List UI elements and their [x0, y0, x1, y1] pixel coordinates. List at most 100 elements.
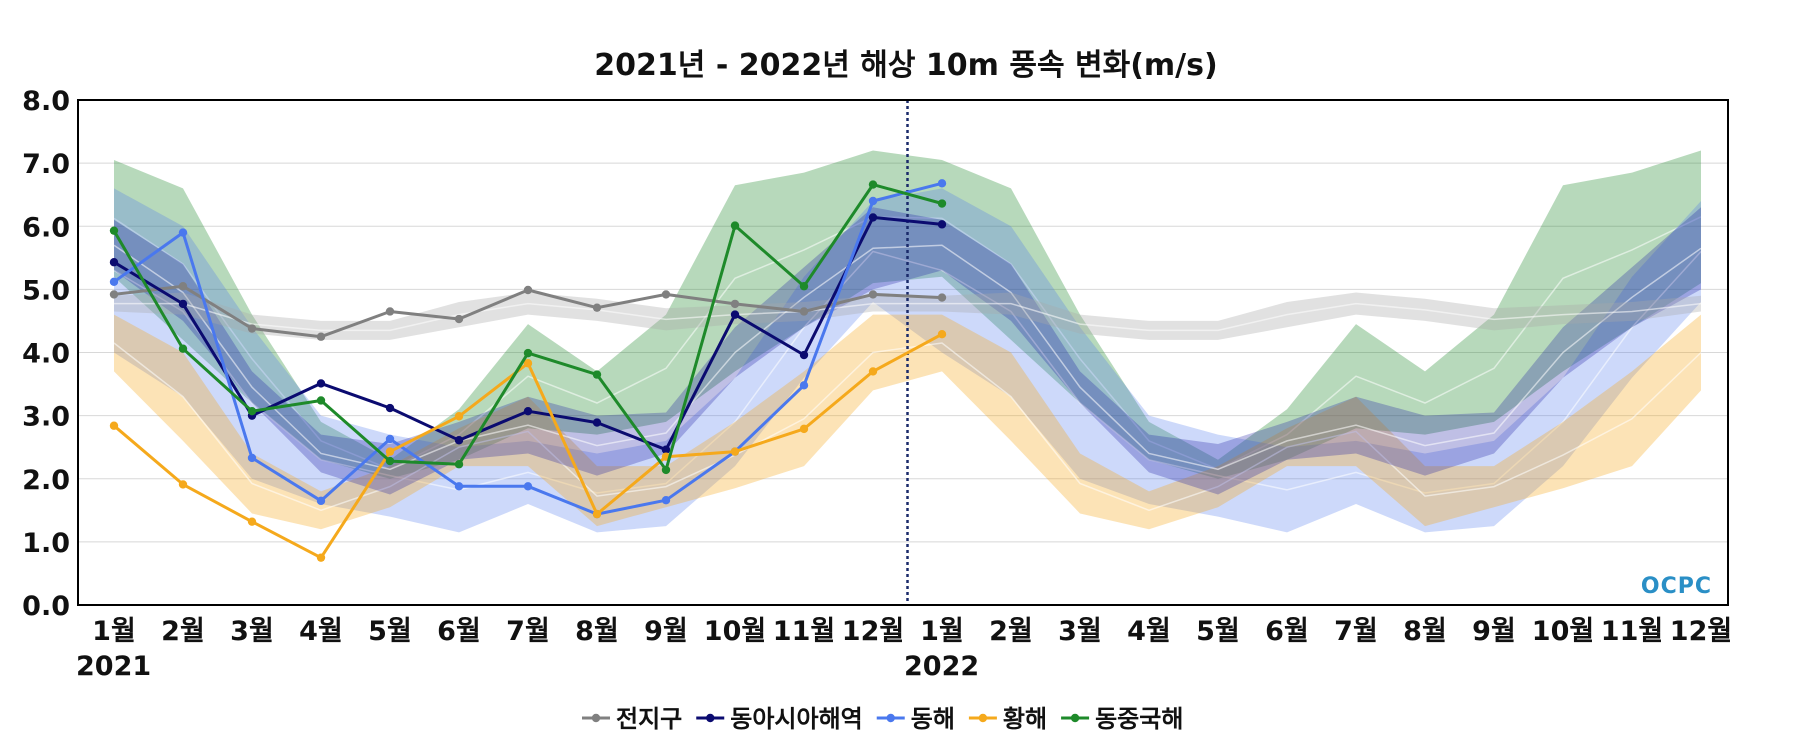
- data-point: [109, 290, 119, 299]
- x-axis-ticks: 1월 2월 3월 4월 5월 6월 7월 8월 9월 10월 11월 12월 1월 2월 3월 4월 5월 6월 7…: [76, 616, 1732, 682]
- x-tick-label: 7월: [506, 616, 550, 647]
- x-tick-label: 10월: [1532, 616, 1594, 647]
- data-point: [523, 348, 533, 358]
- data-point: [799, 424, 809, 434]
- data-point: [385, 307, 395, 316]
- x-tick-label: 8월: [575, 616, 619, 647]
- x-tick-label: 5월: [368, 616, 412, 647]
- data-point: [661, 496, 671, 505]
- data-point: [730, 299, 740, 309]
- data-point: [178, 299, 188, 309]
- climatology-bands: [113, 150, 1702, 533]
- data-point: [592, 303, 602, 312]
- x-tick-label: 4월: [1127, 616, 1171, 647]
- climatology-band: [114, 188, 1701, 533]
- data-point: [316, 379, 326, 388]
- y-tick-label: 1.0: [22, 528, 70, 559]
- climatology-band: [114, 292, 1701, 340]
- x-tick-label: 8월: [1403, 616, 1447, 647]
- y-tick-label: 4.0: [22, 339, 70, 370]
- climatology-band: [114, 150, 1701, 479]
- x-tick-label: 6월: [1265, 616, 1309, 647]
- data-point: [730, 221, 740, 230]
- y-tick-label: 6.0: [22, 212, 70, 243]
- data-point: [799, 350, 809, 360]
- x-tick-label: 3월: [230, 616, 274, 647]
- data-point: [316, 396, 326, 405]
- data-point: [316, 332, 326, 341]
- data-point: [454, 412, 464, 421]
- data-point: [592, 418, 602, 427]
- data-point: [730, 447, 740, 456]
- x-tick-label: 5월: [1196, 616, 1240, 647]
- ocpc-logo: OCPC: [1641, 574, 1712, 599]
- data-point: [454, 436, 464, 445]
- data-point: [799, 307, 809, 316]
- x-tick-label: 12월: [1670, 616, 1732, 647]
- legend-label: 동아시아해역: [730, 705, 862, 733]
- legend-label: 황해: [1003, 705, 1047, 733]
- data-point: [247, 517, 257, 526]
- data-point: [868, 290, 878, 299]
- data-point: [109, 258, 119, 267]
- data-point: [178, 282, 188, 291]
- y-tick-label: 8.0: [22, 86, 70, 117]
- x-tick-label: 3월: [1058, 616, 1102, 647]
- legend-label: 동중국해: [1095, 705, 1183, 733]
- data-point: [109, 277, 119, 286]
- legend-label: 동해: [911, 705, 955, 733]
- data-point: [937, 199, 947, 208]
- data-point: [937, 293, 947, 302]
- legend-swatch-marker: [706, 713, 715, 723]
- data-point: [523, 285, 533, 295]
- y-axis-ticks: 0.0 1.0 2.0 3.0 4.0 5.0 6.0 7.0 8.0: [22, 86, 70, 622]
- data-point: [661, 465, 671, 475]
- data-point: [523, 407, 533, 416]
- legend-label: 전지구: [616, 705, 682, 733]
- legend: 전지구 동아시아해역 동해 황해 동중국해: [582, 705, 1183, 733]
- x-tick-label: 9월: [1472, 616, 1516, 647]
- x-tick-label: 1월: [92, 616, 136, 647]
- data-point: [937, 220, 947, 229]
- data-point: [385, 434, 395, 444]
- data-point: [385, 456, 395, 466]
- chart-title: 2021년 - 2022년 해상 10m 풍속 변화(m/s): [594, 48, 1217, 83]
- data-point: [937, 179, 947, 188]
- x-tick-label: 11월: [773, 616, 835, 647]
- data-point: [454, 314, 464, 324]
- data-point: [316, 553, 326, 562]
- y-tick-label: 5.0: [22, 275, 70, 306]
- climatology-band: [114, 314, 1701, 530]
- climatology-mean-line: [114, 302, 1702, 332]
- data-point: [868, 196, 878, 206]
- data-point: [178, 228, 188, 237]
- x-tick-label: 6월: [437, 616, 481, 647]
- x-tick-label: 7월: [1334, 616, 1378, 647]
- legend-swatch-marker: [978, 713, 988, 723]
- data-series: [109, 179, 947, 562]
- ocpc-logo-text: OCPC: [1641, 574, 1712, 599]
- data-point: [937, 329, 947, 339]
- x-tick-label: 10월: [704, 616, 766, 647]
- data-point: [523, 359, 533, 368]
- x-tick-label: 2월: [161, 616, 205, 647]
- data-point: [178, 344, 188, 353]
- x-tick-label: 4월: [299, 616, 343, 647]
- x-tick-label: 12월: [842, 616, 904, 647]
- y-tick-label: 2.0: [22, 465, 70, 496]
- data-point: [454, 482, 464, 491]
- y-tick-label: 3.0: [22, 402, 70, 433]
- data-point: [523, 482, 533, 491]
- data-point: [247, 453, 257, 463]
- data-point: [592, 509, 602, 519]
- legend-swatch-marker: [886, 713, 895, 723]
- data-point: [592, 370, 602, 379]
- data-point: [661, 290, 671, 299]
- data-point: [247, 407, 257, 416]
- climatology-band: [114, 207, 1701, 495]
- x-tick-label: 1월: [920, 616, 964, 647]
- data-point: [109, 421, 119, 430]
- plot-frame: [77, 99, 1729, 606]
- data-point: [868, 213, 878, 222]
